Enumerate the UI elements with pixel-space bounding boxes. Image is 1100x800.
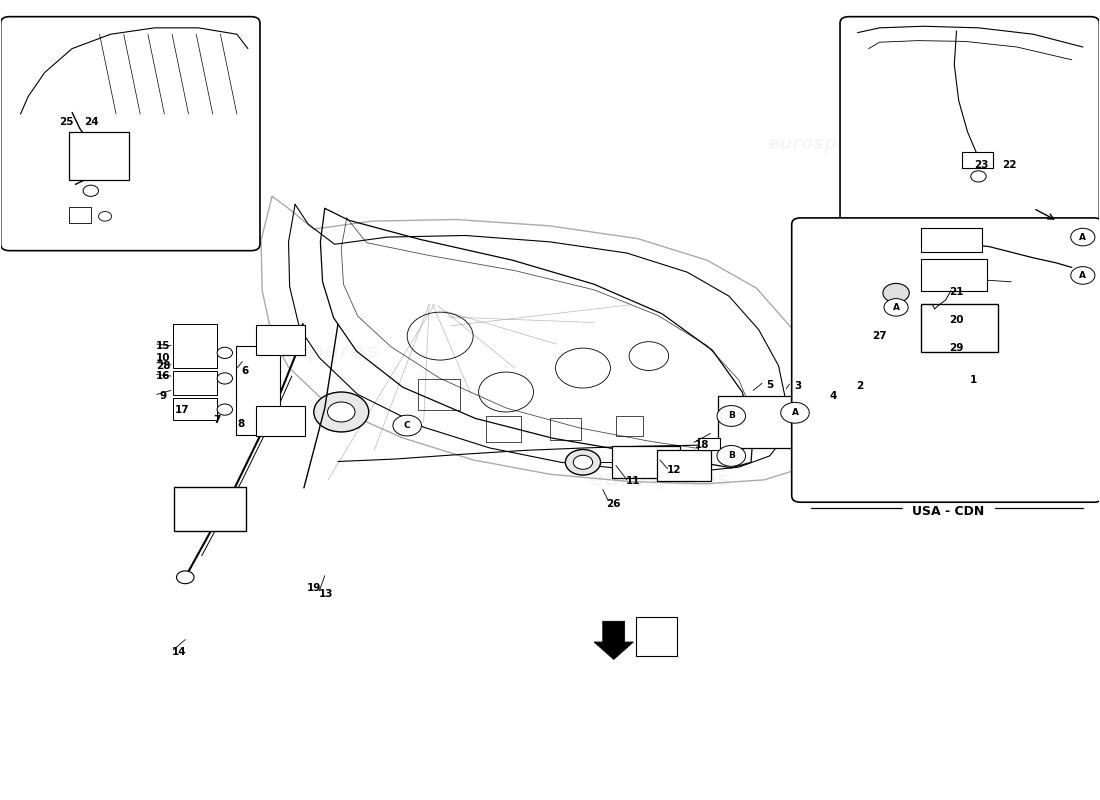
Circle shape bbox=[84, 185, 99, 196]
Circle shape bbox=[314, 392, 369, 432]
Text: B: B bbox=[728, 411, 735, 421]
Text: 6: 6 bbox=[241, 366, 249, 376]
Bar bbox=[657, 450, 712, 482]
Text: 8: 8 bbox=[238, 419, 245, 429]
Text: A: A bbox=[892, 303, 900, 312]
Text: 22: 22 bbox=[1002, 160, 1016, 170]
Text: A: A bbox=[1079, 233, 1087, 242]
Text: 14: 14 bbox=[172, 647, 186, 658]
Bar bbox=[962, 153, 992, 169]
Text: A: A bbox=[1079, 271, 1087, 280]
Text: eurospares: eurospares bbox=[238, 342, 378, 362]
Text: B: B bbox=[728, 451, 735, 461]
Text: 11: 11 bbox=[626, 477, 640, 486]
Circle shape bbox=[884, 298, 909, 316]
Text: 25: 25 bbox=[59, 117, 74, 127]
Bar bbox=[418, 379, 460, 410]
Text: 3: 3 bbox=[794, 381, 802, 390]
Circle shape bbox=[883, 283, 910, 302]
Circle shape bbox=[1070, 228, 1094, 246]
Circle shape bbox=[565, 450, 601, 475]
Bar bbox=[235, 346, 279, 435]
Circle shape bbox=[176, 571, 194, 584]
Text: 20: 20 bbox=[949, 315, 964, 325]
Bar bbox=[69, 206, 91, 222]
Bar bbox=[718, 396, 795, 448]
Text: 15: 15 bbox=[156, 341, 170, 350]
Text: 19: 19 bbox=[307, 583, 321, 594]
Text: 10: 10 bbox=[156, 353, 170, 362]
Bar bbox=[829, 388, 860, 404]
Text: A: A bbox=[792, 408, 799, 418]
Text: 5: 5 bbox=[766, 380, 773, 390]
Bar bbox=[173, 371, 217, 395]
Bar bbox=[255, 325, 305, 355]
Bar bbox=[612, 446, 680, 478]
Circle shape bbox=[717, 446, 746, 466]
Bar bbox=[173, 398, 217, 420]
Text: 7: 7 bbox=[213, 415, 221, 425]
Circle shape bbox=[217, 373, 232, 384]
Circle shape bbox=[717, 406, 746, 426]
Bar bbox=[255, 406, 305, 436]
Text: 21: 21 bbox=[949, 287, 964, 297]
FancyBboxPatch shape bbox=[1, 17, 260, 250]
Bar bbox=[922, 304, 998, 352]
Text: USA - CDN: USA - CDN bbox=[912, 506, 983, 518]
Text: 16: 16 bbox=[156, 371, 170, 381]
Text: 2: 2 bbox=[856, 381, 864, 390]
Bar bbox=[922, 228, 982, 252]
Text: 13: 13 bbox=[319, 589, 333, 599]
Bar bbox=[174, 487, 245, 531]
Text: 12: 12 bbox=[667, 466, 681, 475]
Circle shape bbox=[217, 404, 232, 415]
Bar bbox=[636, 618, 678, 655]
Circle shape bbox=[573, 455, 593, 470]
Bar bbox=[698, 438, 720, 450]
FancyBboxPatch shape bbox=[792, 218, 1100, 502]
Polygon shape bbox=[594, 622, 634, 659]
Bar bbox=[922, 258, 987, 290]
Bar bbox=[550, 418, 581, 440]
Text: 4: 4 bbox=[829, 391, 837, 401]
Text: 17: 17 bbox=[175, 406, 189, 415]
Circle shape bbox=[217, 347, 232, 358]
Circle shape bbox=[781, 402, 810, 423]
Text: 1: 1 bbox=[969, 375, 977, 385]
Text: 24: 24 bbox=[85, 117, 99, 127]
Text: eurospares: eurospares bbox=[768, 135, 882, 154]
Circle shape bbox=[393, 415, 421, 436]
Text: C: C bbox=[404, 421, 410, 430]
Text: eurospares: eurospares bbox=[590, 470, 730, 490]
Bar bbox=[173, 324, 217, 368]
Circle shape bbox=[99, 211, 112, 221]
Text: 29: 29 bbox=[949, 343, 964, 353]
Text: 18: 18 bbox=[694, 440, 708, 450]
Text: 9: 9 bbox=[160, 391, 167, 401]
Bar bbox=[616, 416, 644, 436]
FancyBboxPatch shape bbox=[840, 17, 1099, 250]
Text: 28: 28 bbox=[156, 362, 170, 371]
Circle shape bbox=[971, 170, 986, 182]
Circle shape bbox=[328, 402, 355, 422]
Circle shape bbox=[1070, 266, 1094, 284]
Text: 23: 23 bbox=[975, 160, 989, 170]
Bar bbox=[69, 133, 129, 180]
Bar bbox=[486, 416, 521, 442]
Text: 26: 26 bbox=[606, 499, 621, 509]
Text: 27: 27 bbox=[872, 331, 887, 341]
